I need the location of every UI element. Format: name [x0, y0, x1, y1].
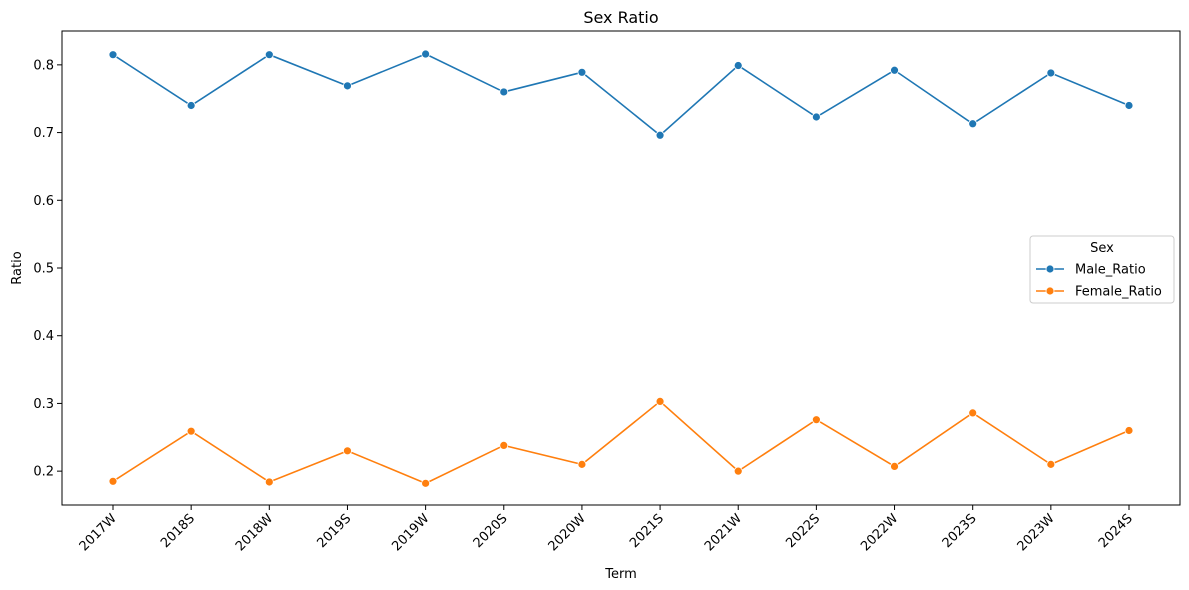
y-tick-label: 0.3: [33, 397, 54, 412]
data-point: [968, 408, 978, 418]
data-point: [108, 50, 118, 60]
data-point: [499, 441, 509, 450]
x-tick-label: 2022S: [783, 511, 823, 551]
legend-label: Female_Ratio: [1075, 285, 1162, 300]
data-point: [343, 446, 352, 456]
y-tick-label: 0.6: [33, 194, 54, 209]
x-tick-label: 2021W: [702, 511, 745, 554]
data-point: [655, 130, 665, 140]
x-tick-label: 2019S: [314, 511, 354, 551]
data-point: [577, 67, 587, 77]
x-tick-label: 2021S: [627, 511, 667, 551]
data-point: [733, 61, 743, 70]
legend-marker: [1045, 286, 1055, 296]
x-tick-label: 2020W: [546, 511, 589, 554]
y-tick-label: 0.7: [33, 126, 54, 141]
legend-entry: Male_Ratio: [1036, 263, 1146, 278]
data-point: [499, 87, 509, 97]
data-point: [1046, 459, 1056, 469]
data-point: [186, 426, 196, 436]
y-tick-label: 0.5: [33, 262, 54, 277]
legend-title: Sex: [1090, 241, 1114, 256]
data-point: [577, 459, 587, 469]
y-axis-label: Ratio: [10, 251, 25, 284]
y-tick-label: 0.4: [33, 329, 54, 344]
x-tick-label: 2023W: [1015, 511, 1058, 554]
x-axis-label: Term: [604, 567, 637, 582]
data-point: [968, 119, 978, 129]
data-point: [421, 49, 431, 59]
x-axis: 2017W 2018S 2018W 2019S 2019W 2020S 2020W 2021S…: [77, 505, 1136, 554]
data-point: [264, 50, 274, 60]
x-tick-label: 2018S: [158, 511, 198, 551]
series-female-ratio: [108, 396, 1134, 488]
data-point: [890, 65, 899, 75]
x-tick-label: 2020S: [471, 511, 511, 551]
data-point: [343, 81, 352, 91]
legend: Sex Male_Ratio Female_Ratio: [1029, 235, 1175, 304]
data-point: [1124, 426, 1134, 435]
legend-entry: Female_Ratio: [1036, 285, 1162, 300]
data-point: [811, 415, 821, 425]
data-point: [108, 476, 118, 486]
legend-marker: [1045, 264, 1055, 274]
x-tick-label: 2024S: [1096, 511, 1136, 551]
x-tick-label: 2019W: [389, 511, 432, 554]
series-line: [112, 400, 1130, 485]
data-point: [811, 112, 821, 122]
x-tick-label: 2018W: [233, 511, 276, 554]
y-tick-label: 0.8: [33, 58, 54, 73]
data-point: [1124, 101, 1134, 110]
data-point: [421, 478, 431, 488]
series-line: [112, 53, 1130, 137]
x-tick-label: 2017W: [77, 511, 120, 554]
x-tick-label: 2022W: [858, 511, 901, 554]
data-point: [186, 101, 196, 110]
y-axis: 0.2 0.3 0.4 0.5 0.6 0.7 0.8: [33, 58, 62, 480]
x-tick-label: 2023S: [940, 511, 980, 551]
series-male-ratio: [108, 49, 1134, 140]
data-point: [1046, 68, 1056, 78]
series-layer: [108, 49, 1134, 488]
y-tick-label: 0.2: [33, 465, 54, 480]
data-point: [733, 466, 743, 476]
data-point: [264, 477, 274, 487]
data-point: [890, 462, 899, 471]
data-point: [655, 396, 665, 406]
chart-title: Sex Ratio: [583, 8, 658, 27]
legend-box: [1029, 235, 1175, 304]
legend-label: Male_Ratio: [1075, 263, 1146, 278]
